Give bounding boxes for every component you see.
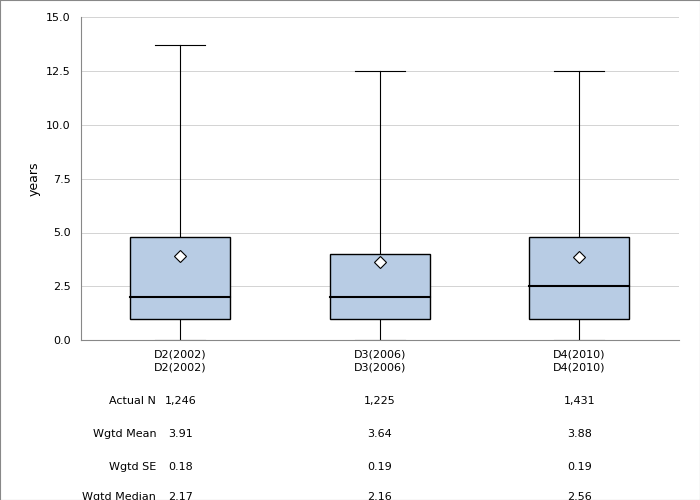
Text: D2(2002): D2(2002) <box>154 363 206 373</box>
Text: 1,431: 1,431 <box>564 396 595 406</box>
Bar <box>529 237 629 318</box>
Text: 0.19: 0.19 <box>368 462 392 472</box>
Text: 3.88: 3.88 <box>567 429 592 439</box>
Text: Actual N: Actual N <box>109 396 156 406</box>
Text: Wgtd Median: Wgtd Median <box>83 492 156 500</box>
Text: 1,225: 1,225 <box>364 396 395 406</box>
Text: 0.19: 0.19 <box>567 462 592 472</box>
Text: Wgtd SE: Wgtd SE <box>109 462 156 472</box>
Text: Wgtd Mean: Wgtd Mean <box>92 429 156 439</box>
Text: 2.56: 2.56 <box>567 492 592 500</box>
Bar <box>330 254 430 318</box>
Text: 2.16: 2.16 <box>368 492 392 500</box>
Text: D4(2010): D4(2010) <box>553 363 606 373</box>
Text: 3.91: 3.91 <box>168 429 193 439</box>
Text: 0.18: 0.18 <box>168 462 193 472</box>
Text: 2.17: 2.17 <box>168 492 193 500</box>
Y-axis label: years: years <box>27 162 41 196</box>
Text: D3(2006): D3(2006) <box>354 363 406 373</box>
Text: 1,246: 1,246 <box>164 396 196 406</box>
Bar <box>130 237 230 318</box>
Text: 3.64: 3.64 <box>368 429 392 439</box>
